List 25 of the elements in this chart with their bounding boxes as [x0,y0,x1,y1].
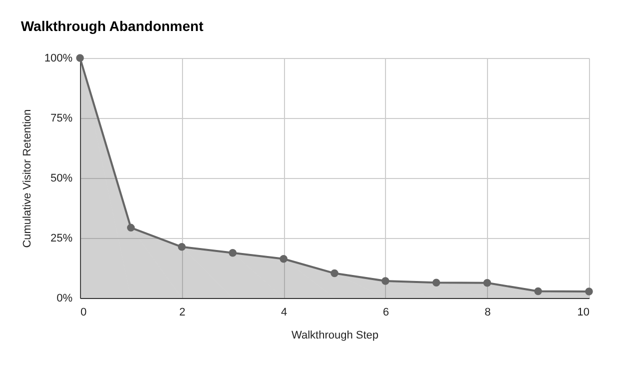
point [330,269,338,278]
point [228,249,237,257]
x-axis-title: Walkthrough Step [291,330,379,342]
point [534,287,542,296]
y-tick-label: 50% [50,172,73,184]
x-tick-label: 0 [80,306,87,318]
x-tick-label: 2 [179,306,186,318]
x-tick-label: 10 [577,306,590,318]
x-tick-label: 4 [281,306,288,318]
point [483,279,492,287]
x-tick-label: 6 [382,306,389,318]
point [127,224,135,232]
point [432,278,440,287]
point [76,54,84,62]
point [178,243,186,251]
x-tick-label: 8 [484,306,491,318]
chart-title: Walkthrough Abandonment [20,18,204,34]
point [382,277,390,285]
y-tick-label: 25% [50,232,73,244]
y-axis-title: Cumulative Visitor Retention [21,109,34,248]
point [280,255,288,263]
y-tick-label: 75% [50,112,73,124]
y-tick-label: 0% [56,292,73,304]
point [585,288,593,296]
y-tick-label: 100% [44,52,73,64]
